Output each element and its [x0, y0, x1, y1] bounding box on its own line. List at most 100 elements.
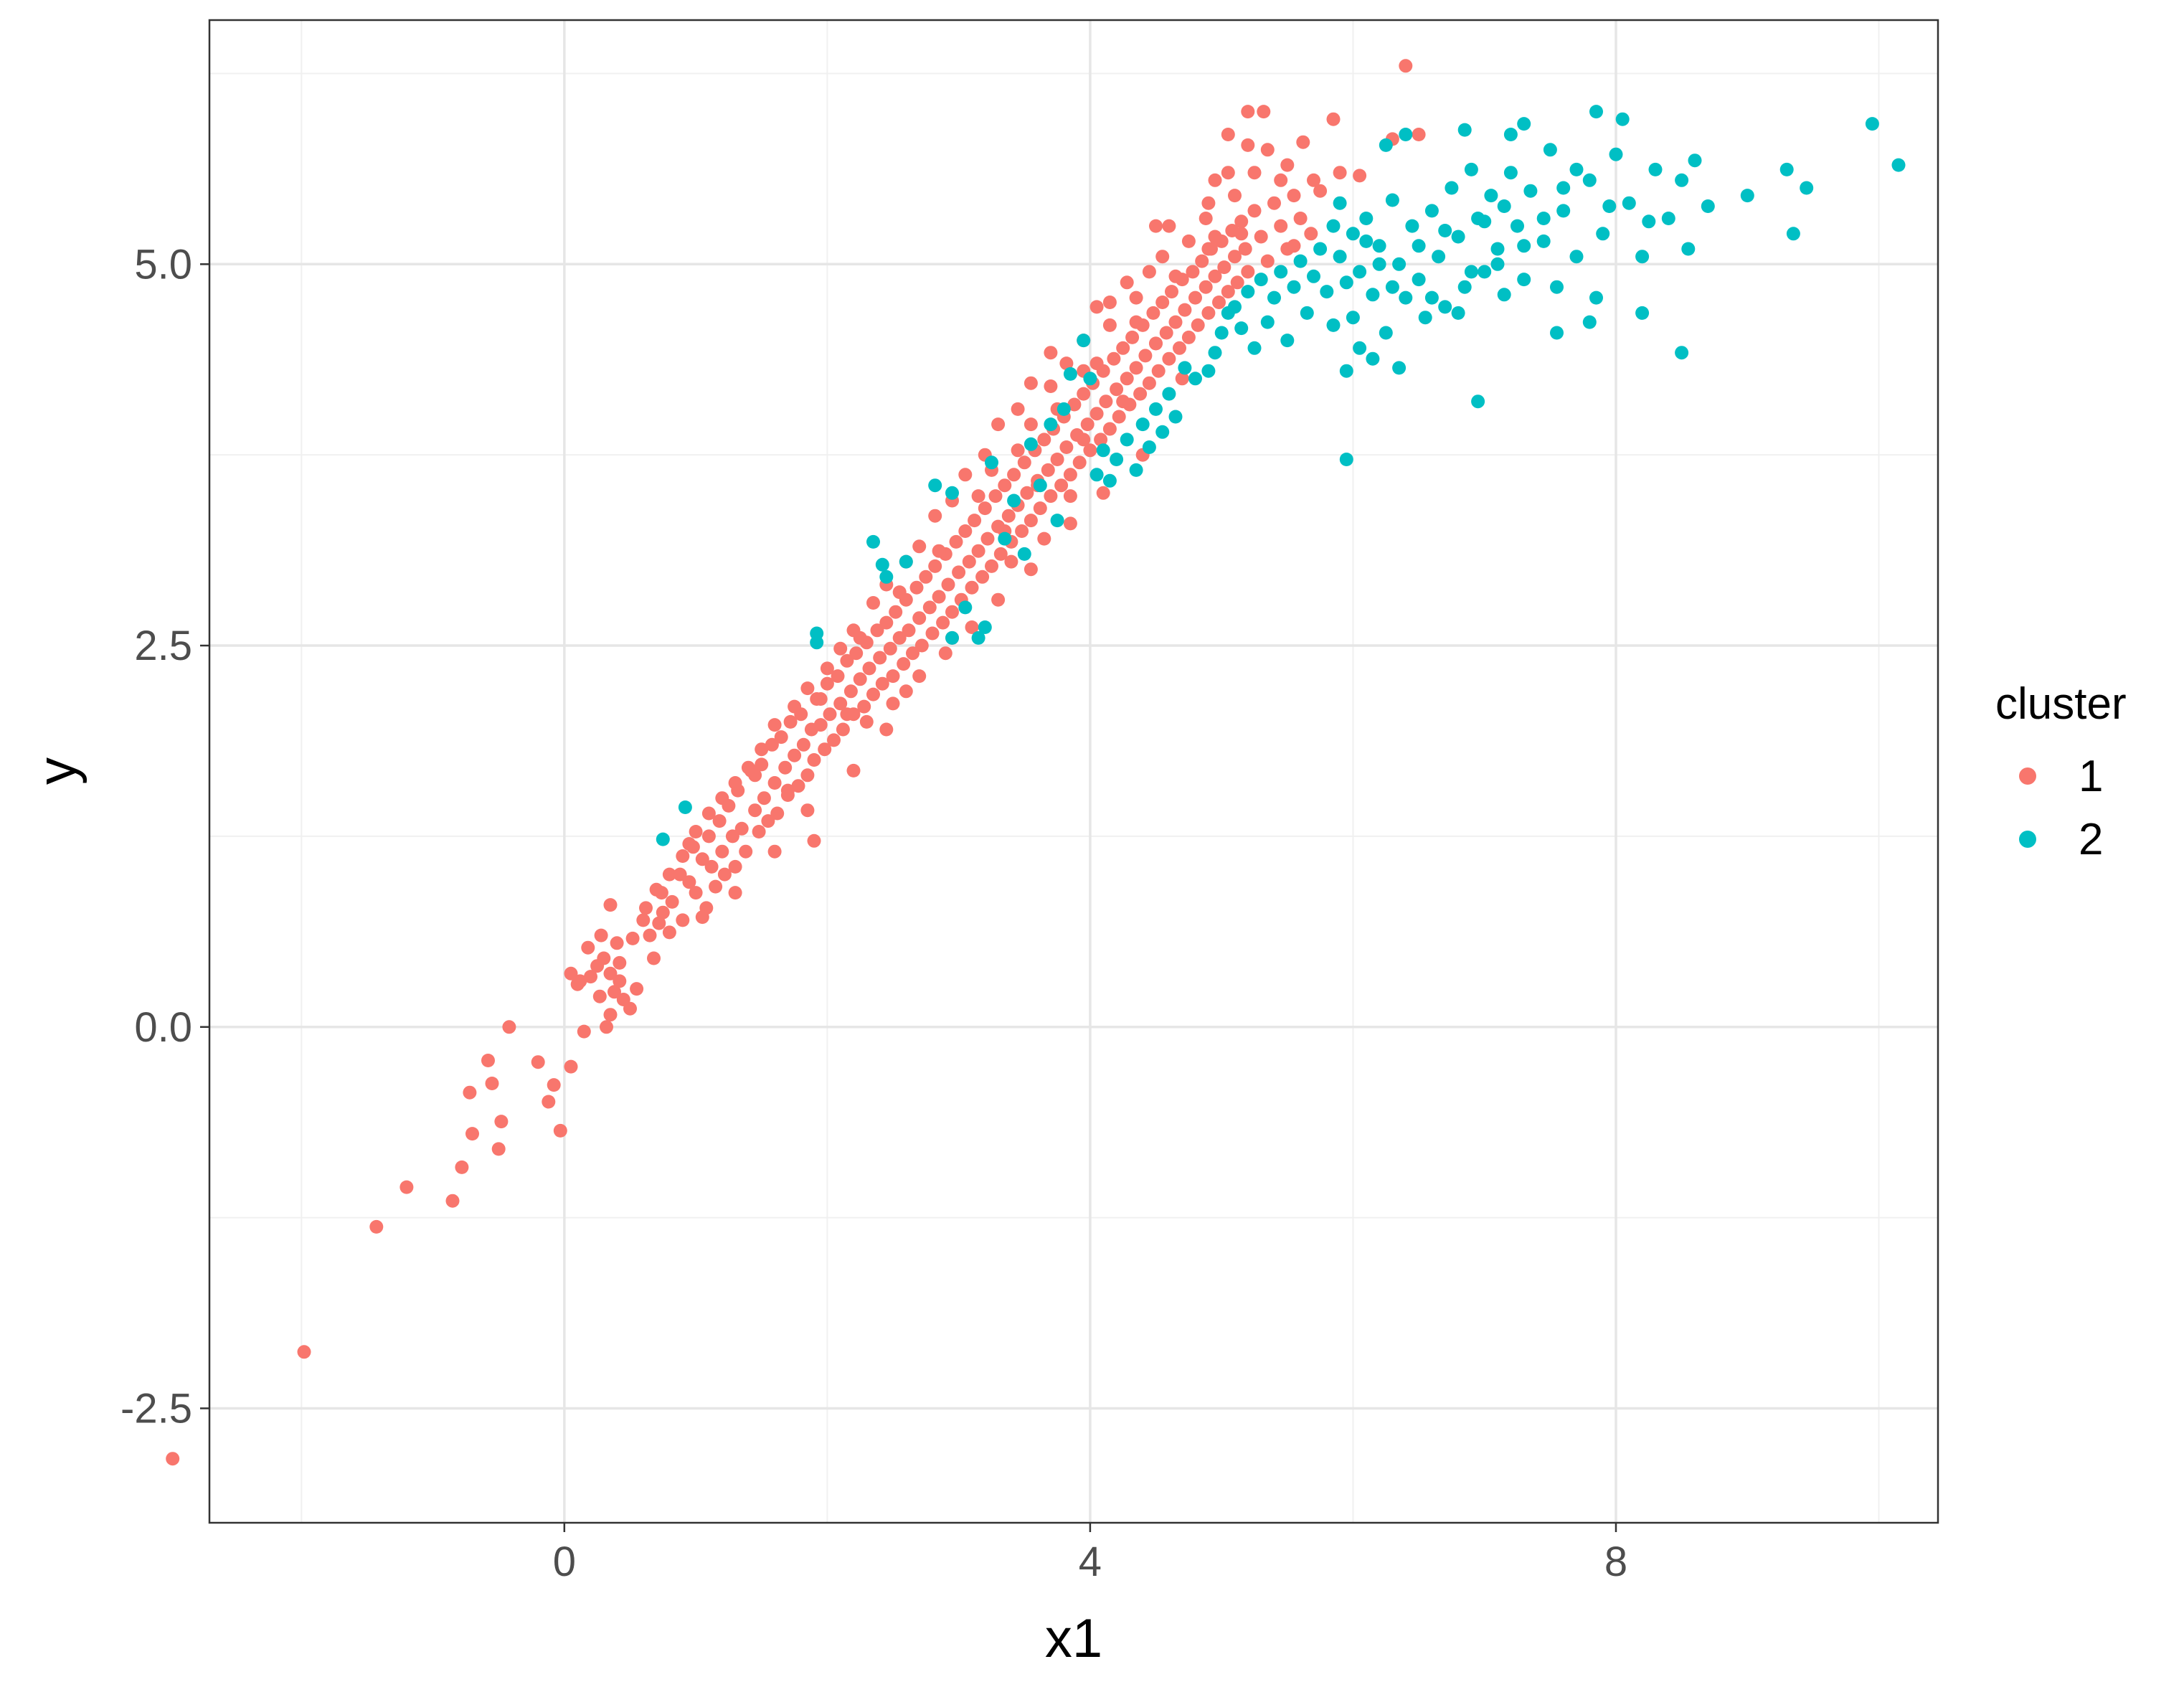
x-tick-label-1: 4 [1079, 1539, 1102, 1585]
point-cluster-2-82 [1478, 265, 1492, 279]
point-cluster-1-224 [1280, 158, 1295, 172]
point-cluster-1-157 [1063, 468, 1077, 482]
point-cluster-1-315 [1077, 433, 1091, 447]
point-cluster-1-120 [941, 577, 955, 592]
point-cluster-1-226 [1241, 105, 1255, 119]
x-axis-title: x1 [1045, 1608, 1102, 1669]
point-cluster-1-235 [1155, 250, 1170, 264]
point-cluster-1-298 [1096, 486, 1110, 500]
point-cluster-1-154 [1054, 478, 1069, 493]
point-cluster-1-67 [767, 776, 782, 790]
point-cluster-1-42 [676, 913, 690, 927]
point-cluster-2-140 [1464, 265, 1478, 279]
point-cluster-1-63 [755, 757, 769, 772]
point-cluster-1-116 [928, 559, 942, 573]
point-cluster-2-129 [1589, 290, 1603, 305]
point-cluster-1-304 [662, 925, 676, 940]
point-cluster-1-130 [975, 570, 990, 584]
point-cluster-1-294 [965, 620, 979, 634]
point-cluster-2-98 [1622, 196, 1636, 210]
point-cluster-1-137 [998, 478, 1012, 493]
point-cluster-1-198 [1199, 280, 1213, 294]
point-cluster-2-19 [1033, 478, 1047, 493]
point-cluster-2-134 [1372, 257, 1386, 271]
point-cluster-1-49 [704, 859, 719, 874]
point-cluster-1-260 [767, 718, 782, 732]
point-cluster-1-208 [1230, 275, 1244, 290]
point-cluster-2-66 [1372, 239, 1386, 253]
point-cluster-2-8 [928, 478, 942, 493]
point-cluster-2-61 [1339, 275, 1353, 290]
point-cluster-1-197 [1195, 254, 1209, 268]
point-cluster-1-29 [594, 928, 608, 942]
point-cluster-2-76 [1438, 300, 1452, 314]
point-cluster-2-113 [1615, 112, 1630, 126]
point-cluster-1-190 [1173, 341, 1186, 355]
point-cluster-1-228 [1221, 128, 1235, 141]
point-cluster-2-83 [1484, 189, 1498, 203]
point-cluster-1-310 [1004, 554, 1018, 569]
point-cluster-1-306 [879, 722, 894, 737]
legend: cluster 1 2 [1995, 679, 2127, 864]
point-cluster-1-13 [531, 1055, 545, 1069]
y-tick-label-3: 5.0 [134, 241, 192, 288]
point-cluster-1-103 [886, 669, 900, 684]
point-cluster-2-12 [971, 630, 985, 645]
point-cluster-1-101 [879, 615, 894, 630]
point-cluster-1-265 [701, 806, 716, 821]
point-cluster-2-87 [1511, 219, 1524, 233]
point-cluster-1-34 [639, 901, 653, 915]
point-cluster-2-130 [1326, 219, 1341, 233]
point-cluster-2-31 [1129, 463, 1143, 477]
point-cluster-1-153 [1050, 453, 1064, 466]
point-cluster-2-135 [1385, 280, 1399, 294]
point-cluster-2-122 [1392, 361, 1407, 375]
point-cluster-1-302 [728, 886, 742, 900]
point-cluster-2-125 [1675, 346, 1689, 360]
point-cluster-1-288 [1168, 269, 1183, 283]
point-cluster-2-116 [1457, 123, 1472, 137]
point-cluster-2-23 [1063, 367, 1077, 381]
point-cluster-1-64 [757, 791, 771, 805]
point-cluster-2-70 [1399, 290, 1413, 305]
point-cluster-2-91 [1543, 143, 1557, 157]
point-cluster-1-256 [833, 641, 848, 656]
point-cluster-1-322 [1102, 296, 1117, 309]
point-cluster-1-187 [1162, 351, 1176, 366]
point-cluster-1-227 [1257, 105, 1271, 119]
point-cluster-1-160 [1072, 455, 1087, 470]
point-cluster-1-268 [662, 867, 676, 882]
point-cluster-2-79 [1457, 280, 1472, 294]
point-cluster-2-136 [1412, 239, 1426, 253]
point-cluster-1-51 [712, 814, 727, 828]
point-cluster-2-59 [1326, 318, 1341, 332]
point-cluster-1-114 [922, 600, 937, 615]
point-cluster-2-56 [1307, 269, 1320, 283]
point-cluster-1-196 [1191, 318, 1205, 332]
point-cluster-1-282 [932, 544, 946, 558]
point-cluster-1-325 [1221, 166, 1235, 180]
point-cluster-1-69 [774, 730, 788, 745]
point-cluster-2-15 [998, 531, 1012, 546]
point-cluster-1-219 [1293, 212, 1308, 225]
point-cluster-1-267 [676, 849, 690, 863]
point-cluster-2-90 [1536, 234, 1551, 248]
point-cluster-1-258 [800, 681, 815, 696]
point-cluster-2-75 [1432, 250, 1446, 264]
point-cluster-2-149 [1642, 214, 1656, 229]
point-cluster-1-339 [1063, 489, 1077, 504]
plot-background [209, 20, 1938, 1523]
point-cluster-1-218 [1287, 189, 1301, 203]
point-cluster-1-33 [630, 982, 644, 996]
point-cluster-1-323 [1149, 219, 1163, 233]
point-cluster-1-90 [843, 684, 858, 699]
point-cluster-1-171 [1110, 382, 1124, 397]
point-cluster-2-107 [1779, 162, 1794, 176]
point-cluster-1-232 [1199, 212, 1213, 225]
point-cluster-1-19 [564, 966, 578, 981]
point-cluster-1-336 [1333, 166, 1347, 180]
point-cluster-1-275 [581, 940, 595, 955]
point-cluster-1-108 [902, 623, 916, 638]
point-cluster-1-81 [813, 718, 828, 732]
point-cluster-1-133 [985, 559, 998, 573]
